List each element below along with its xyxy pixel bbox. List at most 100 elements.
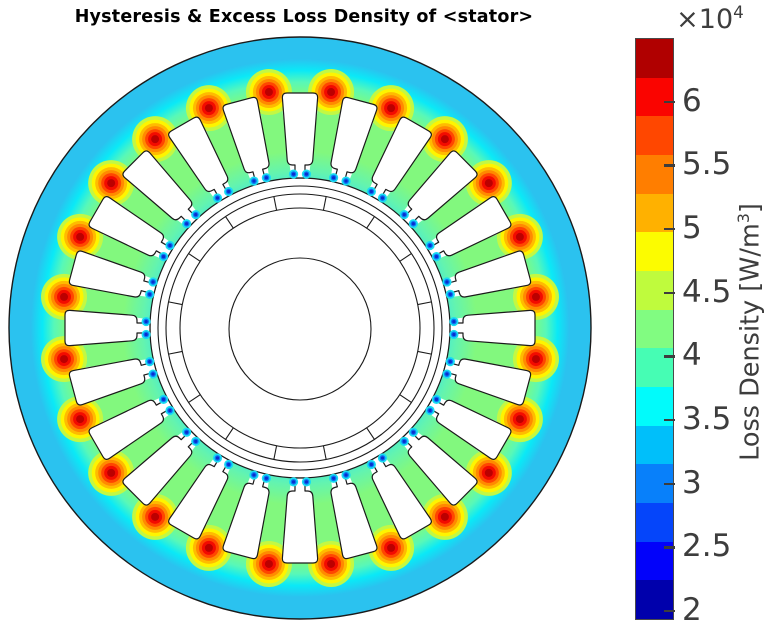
slot-opening-loss-dot	[377, 193, 388, 203]
slot-opening-loss-dot	[212, 193, 223, 203]
colorbar-band	[636, 232, 673, 272]
loss-hotspot	[421, 116, 468, 163]
colorbar-band	[636, 425, 673, 465]
colorbar-tick-label: 2	[682, 591, 702, 624]
rotor-segment-divider	[399, 253, 412, 262]
slot-opening-loss-dot	[249, 470, 259, 480]
colorbar-scale-factor: ×104	[652, 2, 768, 35]
colorbar-tick-label: 4.5	[682, 273, 732, 310]
rotor-segment-divider	[168, 350, 183, 355]
rotor-ring-circle	[179, 207, 421, 449]
rotor-ring-circle	[157, 185, 443, 471]
slot-opening-loss-dot	[301, 477, 312, 487]
loss-hotspot	[512, 336, 559, 383]
slot-opening-loss-dot	[224, 186, 234, 197]
rotor-segment-divider	[188, 394, 201, 403]
slot-opening-loss-dot	[148, 369, 158, 379]
slot-opening-loss-dot	[224, 459, 234, 470]
slot-opening-loss-dot	[191, 210, 201, 220]
slot-opening-loss-dot	[341, 176, 351, 186]
rotor-segment-divider	[322, 196, 327, 211]
colorbar	[635, 38, 674, 620]
loss-hotspot	[512, 273, 559, 320]
rotor-segment-divider	[417, 301, 432, 306]
colorbar-tick-mark	[664, 164, 675, 167]
slot-opening-loss-dot	[431, 394, 442, 404]
shaft-circle	[228, 257, 372, 401]
loss-hotspot	[465, 160, 512, 207]
colorbar-band	[636, 155, 673, 194]
rotor-segment-divider	[273, 196, 278, 211]
slot-opening-loss-dot	[261, 473, 272, 483]
slot-opening-loss-dot	[141, 329, 151, 340]
slot-opening-loss-dot	[165, 240, 175, 251]
colorbar-tick-mark	[664, 418, 675, 422]
rotor-segment-divider	[366, 427, 375, 440]
rotor-segment-divider	[322, 445, 327, 460]
colorbar-tick-label: 5	[682, 209, 702, 246]
slot-opening-loss-dot	[445, 289, 455, 300]
slot-opening-loss-dot	[261, 173, 272, 183]
colorbar-scale-base: ×10	[676, 4, 734, 35]
colorbar-band	[636, 271, 673, 310]
slot-opening-loss-dot	[408, 427, 418, 437]
colorbar-tick-label: 3.5	[682, 400, 732, 437]
loss-hotspot	[308, 540, 355, 587]
colorbar-axis-label: Loss Density [W/m3]	[734, 203, 766, 461]
colorbar-band	[636, 116, 673, 156]
slot-opening-loss-dot	[377, 453, 388, 463]
colorbar-band	[636, 580, 673, 620]
slot-opening-loss-dot	[399, 436, 409, 446]
slot-opening-loss-dot	[145, 356, 155, 367]
loss-hotspot	[308, 69, 355, 116]
loss-hotspot	[88, 160, 135, 207]
rotor-segment-divider	[168, 301, 183, 306]
slot-opening-loss-dot	[425, 240, 435, 251]
slot-opening-loss-dot	[449, 316, 459, 327]
slot-opening-loss-dot	[288, 477, 299, 487]
colorbar-tick-mark	[664, 355, 675, 358]
colorbar-band	[636, 503, 673, 542]
slot-opening-loss-dot	[212, 453, 223, 463]
slot-opening-loss-dot	[249, 176, 259, 186]
slot-opening-loss-dot	[341, 470, 351, 480]
loss-hotspot	[88, 449, 135, 496]
slot-opening-loss-dot	[328, 473, 339, 483]
colorbar-tick-mark	[664, 482, 675, 485]
rotor-segment-divider	[366, 216, 375, 229]
slot-opening-loss-dot	[145, 289, 155, 300]
colorbar-band	[636, 193, 673, 233]
slot-opening-loss-dot	[431, 252, 442, 262]
rotor-segment-divider	[225, 427, 234, 440]
loss-hotspot	[132, 116, 179, 163]
slot-opening-loss-dot	[158, 394, 169, 404]
colorbar-tick-mark	[664, 609, 675, 613]
loss-hotspot	[245, 69, 292, 116]
rotor-segment-divider	[188, 253, 201, 262]
slot-opening-loss-dot	[288, 169, 299, 179]
slot-opening-loss-dot	[399, 210, 409, 220]
slot-opening-loss-dot	[158, 252, 169, 262]
colorbar-tick-mark	[664, 100, 675, 103]
loss-hotspot	[465, 449, 512, 496]
colorbar-tick-mark	[664, 291, 675, 294]
colorbar-tick-mark	[664, 227, 675, 231]
colorbar-tick-label: 2.5	[682, 528, 732, 565]
slot-opening-loss-dot	[408, 219, 418, 229]
slot-opening-loss-dot	[328, 173, 339, 183]
slot-opening-loss-dot	[445, 356, 455, 367]
loss-hotspot	[421, 493, 468, 540]
colorbar-band	[636, 309, 673, 349]
slot-opening-loss-dot	[366, 459, 376, 470]
plot-title: Hysteresis & Excess Loss Density of <sta…	[74, 7, 534, 27]
colorbar-scale-exponent: 4	[733, 2, 744, 22]
slot-opening-loss-dot	[442, 277, 452, 287]
colorbar-tick-label: 5.5	[682, 146, 732, 183]
colorbar-band	[636, 39, 673, 78]
rotor-ring-circle	[165, 193, 435, 463]
slot-opening-loss-dot	[191, 436, 201, 446]
slot-opening-loss-dot	[366, 186, 376, 197]
slot-opening-loss-dot	[182, 427, 192, 437]
rotor-segment-divider	[273, 445, 278, 460]
